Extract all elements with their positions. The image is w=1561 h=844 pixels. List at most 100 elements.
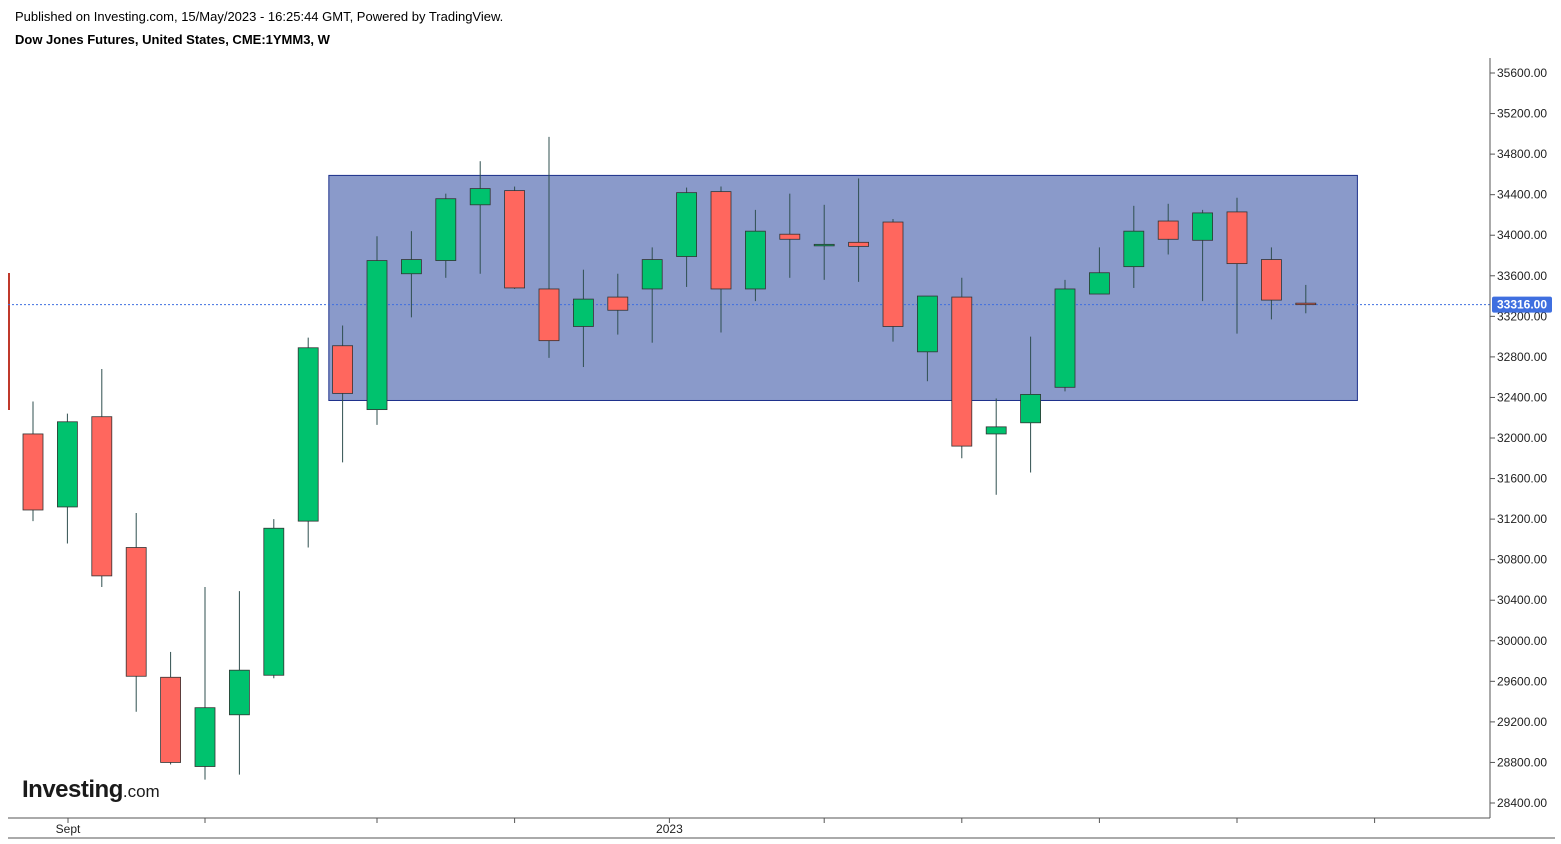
last-price-badge: 33316.00 [1492, 296, 1552, 313]
y-tick-label: 28400.00 [1497, 796, 1547, 810]
candle[interactable] [228, 591, 250, 775]
candle-body-down [504, 190, 526, 289]
candle[interactable] [366, 236, 388, 425]
candle[interactable] [504, 186, 526, 289]
candle[interactable] [676, 187, 697, 287]
candle[interactable] [435, 193, 457, 278]
candle-body-down [91, 416, 113, 577]
candle-body-up [1192, 212, 1213, 241]
candle[interactable] [125, 513, 147, 712]
y-tick-label: 29200.00 [1497, 715, 1547, 729]
candle-body-up [57, 421, 78, 508]
candle-body-down [1157, 220, 1179, 240]
candle[interactable] [607, 273, 629, 335]
x-tick-label: 2023 [656, 822, 683, 836]
y-tick-label: 34000.00 [1497, 228, 1547, 242]
candle-body-up [1054, 288, 1076, 388]
candle[interactable] [1295, 284, 1317, 314]
candle-body-down [1261, 259, 1282, 301]
candle-body-up [573, 298, 594, 327]
candle[interactable] [779, 193, 801, 278]
candle-body-up [366, 260, 388, 411]
candle[interactable] [297, 337, 319, 548]
candle[interactable] [573, 269, 594, 368]
candle-body-up [297, 347, 319, 522]
consolidation-range-box[interactable] [328, 174, 1358, 401]
y-tick-label: 29600.00 [1497, 674, 1547, 688]
candle-body-down [710, 191, 732, 290]
published-caption: Published on Investing.com, 15/May/2023 … [15, 9, 504, 24]
candle[interactable] [848, 178, 869, 282]
candle-body-down [607, 296, 629, 311]
candle[interactable] [917, 295, 938, 382]
candle[interactable] [1123, 205, 1145, 288]
candle-body-up [813, 243, 835, 247]
candle-body-up [745, 230, 766, 290]
candle-body-down [1295, 302, 1317, 306]
candle-body-down [882, 221, 904, 327]
logo-word: Investing [22, 776, 123, 803]
candle[interactable] [1226, 197, 1248, 334]
candle[interactable] [400, 231, 422, 318]
candle-body-up [1089, 272, 1110, 295]
candle[interactable] [263, 519, 285, 679]
y-tick-label: 30400.00 [1497, 593, 1547, 607]
y-tick-label: 31600.00 [1497, 472, 1547, 486]
candle[interactable] [1054, 279, 1076, 392]
candle[interactable] [57, 413, 78, 544]
candle-body-up [1123, 230, 1145, 268]
candle-body-up [641, 259, 663, 290]
candle-body-up [400, 259, 422, 275]
candle-body-down [848, 241, 869, 247]
candle[interactable] [641, 247, 663, 343]
candle-body-down [779, 233, 801, 240]
candle-body-up [1020, 394, 1041, 424]
candle[interactable] [469, 161, 491, 274]
y-tick-label: 34400.00 [1497, 188, 1547, 202]
y-tick-label: 28800.00 [1497, 755, 1547, 769]
y-tick-label: 35600.00 [1497, 66, 1547, 80]
y-tick-label: 33200.00 [1497, 309, 1547, 323]
candle[interactable] [194, 587, 216, 780]
candle[interactable] [1089, 247, 1110, 295]
candle[interactable] [710, 186, 732, 333]
candle-body-up [676, 192, 697, 257]
candle[interactable] [332, 325, 354, 463]
candle[interactable] [160, 651, 182, 765]
investing-logo: Investing.com [22, 776, 160, 804]
y-tick-label: 35200.00 [1497, 107, 1547, 121]
candle[interactable] [1020, 336, 1041, 473]
candle[interactable] [985, 398, 1007, 495]
logo-suffix: .com [122, 782, 160, 801]
y-tick-label: 32800.00 [1497, 350, 1547, 364]
candle[interactable] [1157, 203, 1179, 255]
candle-body-up [435, 198, 457, 261]
y-tick-label: 32400.00 [1497, 390, 1547, 404]
candle[interactable] [1192, 209, 1213, 302]
candle[interactable] [538, 136, 560, 358]
y-tick-label: 33600.00 [1497, 269, 1547, 283]
x-tick-label: Sept [56, 822, 81, 836]
candle[interactable] [91, 369, 113, 588]
candle[interactable] [745, 209, 766, 302]
last-price-badge-bg [1492, 296, 1552, 313]
candle[interactable] [1261, 247, 1282, 320]
y-tick-label: 32000.00 [1497, 431, 1547, 445]
candle-body-up [985, 426, 1007, 435]
y-tick-label: 30000.00 [1497, 634, 1547, 648]
candle-body-down [125, 547, 147, 677]
candle[interactable] [882, 219, 904, 342]
candle[interactable] [951, 277, 973, 459]
instrument-title: Dow Jones Futures, United States, CME:1Y… [15, 32, 330, 47]
candle[interactable] [813, 204, 835, 280]
candle-body-up [469, 188, 491, 206]
y-tick-label: 34800.00 [1497, 147, 1547, 161]
candle[interactable] [22, 401, 44, 522]
candle-body-down [1226, 211, 1248, 265]
candle-body-down [951, 296, 973, 447]
candle-body-down [332, 345, 354, 394]
candle-body-up [194, 707, 216, 767]
last-price-label: 33316.00 [1497, 298, 1547, 312]
candle-body-down [22, 433, 44, 511]
